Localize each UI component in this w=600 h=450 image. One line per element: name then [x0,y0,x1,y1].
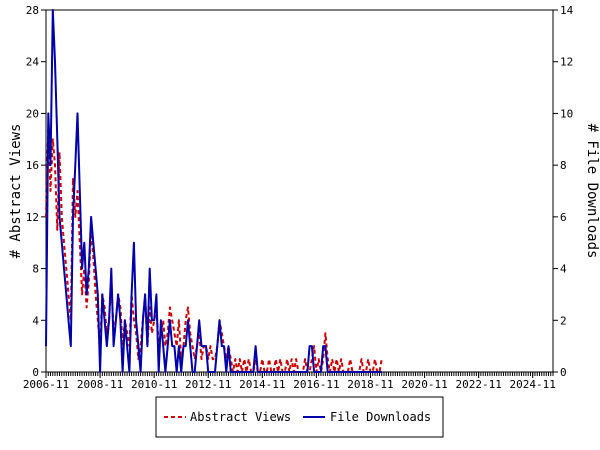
y-left-tick-label: 24 [26,56,40,69]
y-right-axis-ticks: 0 2 4 6 8 10 12 14 [553,4,574,379]
x-axis-ticks: 2006-11 2008-11 2010-11 2012-11 2014-11 2016-… [23,372,556,391]
series-line-file-downloads [45,9,382,373]
legend: Abstract Views File Downloads [155,396,444,438]
y-left-tick-label: 0 [32,366,39,379]
y-right-tick-label: 0 [560,366,567,379]
x-tick-label: 2008-11 [77,378,123,391]
y-right-tick-label: 14 [560,4,574,17]
legend-box [155,396,444,438]
y-right-tick-label: 8 [560,159,567,172]
y-right-tick-label: 2 [560,314,567,327]
y-right-tick-label: 12 [560,56,573,69]
y-left-tick-label: 4 [32,314,39,327]
y-left-tick-label: 20 [26,107,39,120]
y-left-axis-ticks: 0 4 8 12 16 20 24 28 [26,4,46,379]
x-tick-label: 2018-11 [347,378,393,391]
x-tick-label: 2014-11 [239,378,285,391]
x-tick-label: 2010-11 [131,378,177,391]
legend-label-file-downloads: File Downloads [330,410,431,424]
series-layer [45,9,383,373]
y-left-tick-label: 12 [26,211,39,224]
y-right-tick-label: 10 [560,107,573,120]
x-tick-label: 2016-11 [293,378,339,391]
y-right-axis-title: # File Downloads [584,124,600,259]
y-right-tick-label: 4 [560,263,567,276]
x-tick-label: 2024-11 [510,378,556,391]
x-tick-label: 2020-11 [401,378,447,391]
y-left-tick-label: 28 [26,4,39,17]
y-left-axis-title: # Abstract Views [8,124,24,259]
y-right-tick-label: 6 [560,211,567,224]
x-tick-label: 2006-11 [23,378,69,391]
x-tick-label: 2012-11 [185,378,231,391]
y-left-tick-label: 8 [32,263,39,276]
x-tick-label: 2022-11 [455,378,501,391]
legend-label-abstract-views: Abstract Views [190,410,291,424]
y-left-tick-label: 16 [26,159,39,172]
plot-area [45,9,554,373]
